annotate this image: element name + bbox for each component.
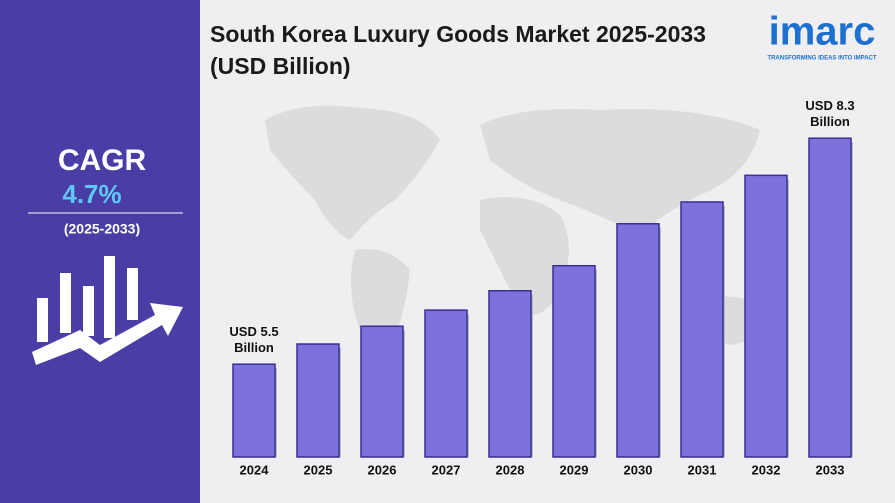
x-tick-label: 2027 (432, 462, 461, 477)
growth-icon (32, 256, 183, 365)
x-tick-label: 2025 (304, 462, 333, 477)
x-tick-label: 2028 (496, 462, 525, 477)
x-tick-label: 2026 (368, 462, 397, 477)
value-label: USD 8.3 Billion (805, 98, 855, 130)
sidebar (0, 0, 200, 503)
bar (552, 264, 596, 458)
x-tick-label: 2029 (560, 462, 589, 477)
bar (808, 137, 852, 458)
x-tick-label: 2033 (816, 462, 845, 477)
x-tick-label: 2031 (688, 462, 717, 477)
bar (360, 325, 404, 458)
bar (232, 363, 276, 458)
cagr-value: 4.7% (62, 179, 121, 209)
bar (488, 289, 532, 458)
x-tick-label: 2032 (752, 462, 781, 477)
bar (680, 201, 724, 458)
value-label: USD 5.5 Billion (229, 324, 279, 356)
x-tick-label: 2030 (624, 462, 653, 477)
bar (424, 309, 468, 458)
cagr-period: (2025-2033) (64, 221, 140, 237)
bar (296, 343, 340, 458)
chart-title: South Korea Luxury Goods Market 2025-203… (210, 21, 706, 79)
bar (744, 174, 788, 458)
logo: imarc (769, 10, 876, 54)
logo-tagline: TRANSFORMING IDEAS INTO IMPACT (767, 56, 876, 62)
bar (616, 223, 660, 458)
x-tick-label: 2024 (240, 462, 270, 477)
cagr-label: CAGR (58, 144, 147, 177)
